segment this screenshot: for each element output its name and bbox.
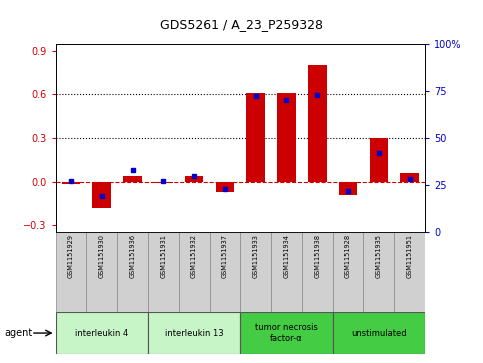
Text: interleukin 13: interleukin 13 [165, 329, 224, 338]
Text: GSM1151929: GSM1151929 [68, 234, 74, 278]
Bar [339, 182, 357, 195]
Bar [123, 176, 142, 182]
Bar [369, 138, 388, 182]
Bar [246, 93, 265, 182]
Bar [333, 232, 364, 312]
Text: GSM1151933: GSM1151933 [253, 234, 259, 278]
Text: GSM1151951: GSM1151951 [407, 234, 412, 278]
Text: GSM1151934: GSM1151934 [284, 234, 289, 278]
Text: tumor necrosis
factor-α: tumor necrosis factor-α [255, 323, 318, 343]
Text: unstimulated: unstimulated [351, 329, 407, 338]
Text: GSM1151928: GSM1151928 [345, 234, 351, 278]
Bar [271, 232, 302, 312]
Text: GSM1151938: GSM1151938 [314, 234, 320, 278]
Bar [215, 182, 234, 192]
Text: interleukin 4: interleukin 4 [75, 329, 128, 338]
Text: GSM1151935: GSM1151935 [376, 234, 382, 278]
Bar [400, 173, 419, 182]
Text: GSM1151931: GSM1151931 [160, 234, 166, 278]
Bar [86, 232, 117, 312]
Bar [394, 232, 425, 312]
Bar [302, 232, 333, 312]
Bar [308, 65, 327, 182]
Bar [179, 232, 210, 312]
Bar [240, 312, 333, 354]
Bar [154, 182, 172, 183]
Bar [56, 312, 148, 354]
Bar [92, 182, 111, 208]
Text: GSM1151932: GSM1151932 [191, 234, 197, 278]
Bar [240, 232, 271, 312]
Text: GSM1151930: GSM1151930 [99, 234, 105, 278]
Text: GDS5261 / A_23_P259328: GDS5261 / A_23_P259328 [160, 18, 323, 31]
Text: GSM1151936: GSM1151936 [129, 234, 136, 278]
Bar [277, 93, 296, 182]
Bar [185, 176, 203, 182]
Text: GSM1151937: GSM1151937 [222, 234, 228, 278]
Bar [148, 232, 179, 312]
Bar [364, 232, 394, 312]
Bar [56, 232, 86, 312]
Bar [117, 232, 148, 312]
Bar [210, 232, 240, 312]
Bar [148, 312, 241, 354]
Bar [62, 182, 80, 184]
Text: agent: agent [5, 328, 33, 338]
Bar [333, 312, 425, 354]
